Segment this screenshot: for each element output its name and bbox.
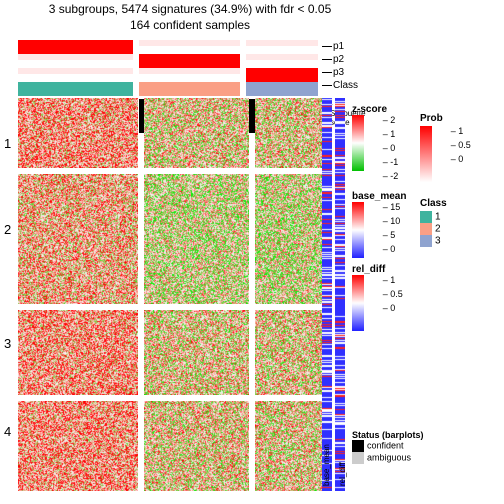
side-annotation-columns [322, 98, 345, 491]
title-line1: 3 subgroups, 5474 signatures (34.9%) wit… [0, 2, 380, 16]
status-legend: Status (barplots) confidentambiguous [352, 430, 424, 464]
right-legends: Prob – 1– 0.5– 0 Class 123 [420, 113, 500, 247]
main-panel [18, 40, 318, 490]
inline-legends: z-score – 2– 1– 0– -1– -2 base_mean – 15… [352, 98, 412, 331]
heatmap-body [18, 98, 318, 491]
title-line2: 164 confident samples [0, 18, 380, 32]
top-annotation-bars [18, 40, 318, 96]
side-column-labels: base_mean rel_diff [322, 486, 338, 495]
